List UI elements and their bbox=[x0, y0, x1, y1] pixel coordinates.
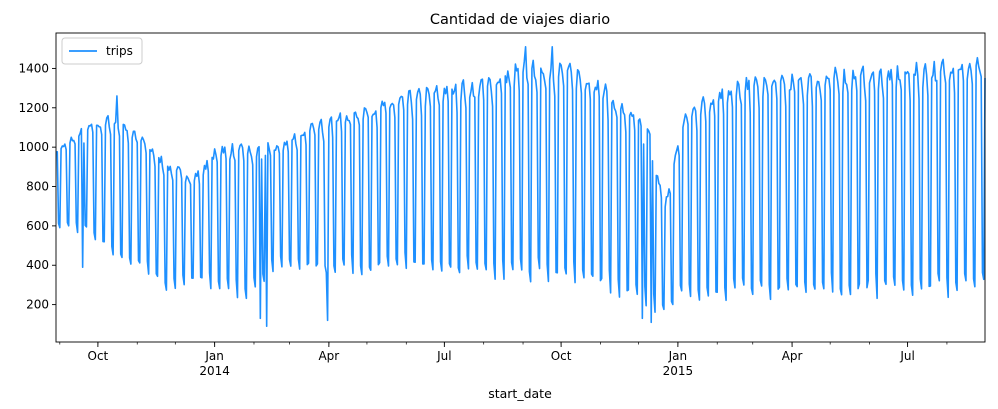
legend-label-trips: trips bbox=[106, 44, 133, 58]
chart-title: Cantidad de viajes diario bbox=[430, 12, 610, 28]
plot-frame bbox=[55, 32, 986, 343]
x-tick-label: Oct bbox=[551, 349, 572, 363]
x-tick-label: Jan bbox=[668, 349, 688, 363]
x-tick-label: Apr bbox=[318, 349, 339, 363]
x-tick-label: Jul bbox=[436, 349, 451, 363]
legend: trips bbox=[61, 37, 143, 65]
x-tick-label: Jul bbox=[899, 349, 914, 363]
x-tick-year-label: 2014 bbox=[199, 364, 230, 378]
y-tick-label: 1200 bbox=[18, 101, 49, 115]
x-tick-label: Jan bbox=[204, 349, 224, 363]
legend-box bbox=[61, 37, 143, 65]
y-tick-label: 800 bbox=[26, 180, 49, 194]
y-tick-label: 1400 bbox=[18, 61, 49, 75]
y-axis: 200 400 600 800 1000 1200 1400 bbox=[18, 61, 56, 312]
y-tick-label: 400 bbox=[26, 258, 49, 272]
y-tick-label: 1000 bbox=[18, 140, 49, 154]
x-tick-label: Oct bbox=[88, 349, 109, 363]
series-line-trips bbox=[55, 45, 986, 328]
x-axis-label: start_date bbox=[488, 386, 552, 401]
x-tick-label: Apr bbox=[782, 349, 803, 363]
y-tick-label: 200 bbox=[26, 298, 49, 312]
plot-area bbox=[55, 45, 986, 328]
y-tick-label: 600 bbox=[26, 219, 49, 233]
x-tick-year-label: 2015 bbox=[663, 364, 694, 378]
